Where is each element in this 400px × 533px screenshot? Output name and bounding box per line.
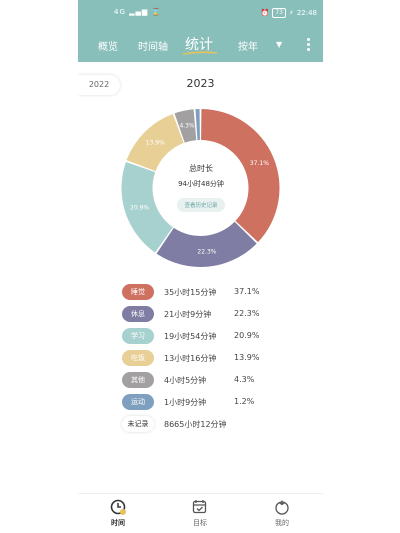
category-percent: 22.3%: [234, 309, 260, 318]
total-duration-title: 总时长: [189, 164, 213, 173]
donut-slice: [195, 109, 200, 141]
category-duration: 35小时15分钟: [164, 288, 217, 297]
slice-percent-label: 22.3%: [197, 249, 216, 256]
category-duration: 19小时54分钟: [164, 332, 217, 341]
slice-percent-label: 20.9%: [130, 205, 149, 212]
legend-row-meal[interactable]: 吃饭 13小时16分钟 13.9%: [122, 349, 322, 367]
category-duration: 13小时16分钟: [164, 354, 217, 363]
clock-time: 22:48: [296, 9, 317, 17]
chevron-down-icon[interactable]: ▼: [276, 40, 283, 49]
bottom-tab-label: 时间: [111, 519, 125, 527]
category-pill: 未记录: [122, 416, 154, 432]
bottom-nav: 时间 目标 我的: [78, 493, 323, 533]
bottom-tab-label: 我的: [275, 519, 289, 527]
notification-icon: ⌛: [151, 8, 162, 16]
legend-row-rest[interactable]: 休息 21小时9分钟 22.3%: [122, 305, 322, 323]
category-percent: 13.9%: [234, 353, 260, 362]
bottom-tab-profile[interactable]: 我的: [252, 498, 312, 528]
active-tab-underline: [182, 51, 218, 55]
category-pill: 其他: [122, 372, 154, 388]
category-percent: 37.1%: [234, 287, 260, 296]
tomato-icon: [275, 500, 289, 515]
bottom-tab-label: 目标: [193, 519, 207, 527]
legend-row-exercise[interactable]: 运动 1小时9分钟 1.2%: [122, 393, 322, 411]
status-bar: 4G ▂▄▆ ⌛ ⏰ 73 ⚡ 22:48: [78, 8, 323, 22]
legend-row-unrecorded[interactable]: 未记录 8665小时12分钟: [122, 415, 322, 433]
category-pill: 吃饭: [122, 350, 154, 366]
period-selector[interactable]: 按年: [238, 42, 258, 53]
donut-slice: [121, 161, 173, 253]
app-header: 4G ▂▄▆ ⌛ ⏰ 73 ⚡ 22:48 概览 时间轴 统计 按年 ▼: [78, 0, 323, 62]
current-year: 2023: [186, 77, 215, 90]
top-nav: 概览 时间轴 统计 按年 ▼: [78, 34, 323, 56]
category-percent: 1.2%: [234, 397, 255, 406]
category-pill: 运动: [122, 394, 154, 410]
slice-percent-label: 4.3%: [179, 122, 195, 129]
category-pill: 休息: [122, 306, 154, 322]
chart-center-summary: 总时长 94小时48分钟 查看历史记录: [160, 163, 242, 212]
category-pill: 学习: [122, 328, 154, 344]
calendar-check-icon: [192, 500, 207, 514]
donut-slice: [126, 114, 184, 172]
more-options-icon[interactable]: [305, 37, 311, 51]
category-duration: 8665小时12分钟: [164, 420, 227, 429]
app-screen: 4G ▂▄▆ ⌛ ⏰ 73 ⚡ 22:48 概览 时间轴 统计 按年 ▼ 202…: [78, 0, 323, 533]
duration-donut-chart: 37.1% 22.3% 20.9% 13.9% 4.3%: [121, 109, 280, 267]
category-duration: 1小时9分钟: [164, 398, 207, 407]
view-history-button[interactable]: 查看历史记录: [177, 198, 225, 212]
tab-statistics[interactable]: 统计: [185, 37, 213, 53]
charging-icon: ⚡: [288, 9, 294, 17]
tab-timeline[interactable]: 时间轴: [138, 42, 168, 53]
network-label: 4G: [114, 8, 126, 16]
bottom-tab-time[interactable]: 时间: [88, 498, 148, 528]
bottom-tab-goal[interactable]: 目标: [170, 498, 230, 528]
alarm-icon: ⏰: [260, 9, 270, 17]
total-duration-value: 94小时48分钟: [178, 180, 224, 188]
category-duration: 21小时9分钟: [164, 310, 212, 319]
battery-icon: 73: [272, 8, 286, 18]
category-percent: 4.3%: [234, 375, 255, 384]
donut-slice: [174, 109, 197, 143]
legend-row-sleep[interactable]: 睡觉 35小时15分钟 37.1%: [122, 283, 322, 301]
category-duration: 4小时5分钟: [164, 376, 207, 385]
category-pill: 睡觉: [122, 284, 154, 300]
slice-percent-label: 13.9%: [146, 140, 165, 147]
donut-slice: [201, 109, 280, 243]
legend-row-study[interactable]: 学习 19小时54分钟 20.9%: [122, 327, 322, 345]
donut-slice: [156, 221, 257, 267]
previous-year-button[interactable]: 2022: [78, 75, 120, 95]
category-percent: 20.9%: [234, 331, 260, 340]
clock-icon: [110, 499, 126, 515]
legend-row-other[interactable]: 其他 4小时5分钟 4.3%: [122, 371, 322, 389]
slice-percent-label: 37.1%: [250, 160, 269, 167]
signal-indicator: 4G ▂▄▆ ⌛: [114, 8, 161, 16]
tab-overview[interactable]: 概览: [98, 42, 118, 53]
signal-icon: ▂▄▆: [129, 8, 149, 16]
